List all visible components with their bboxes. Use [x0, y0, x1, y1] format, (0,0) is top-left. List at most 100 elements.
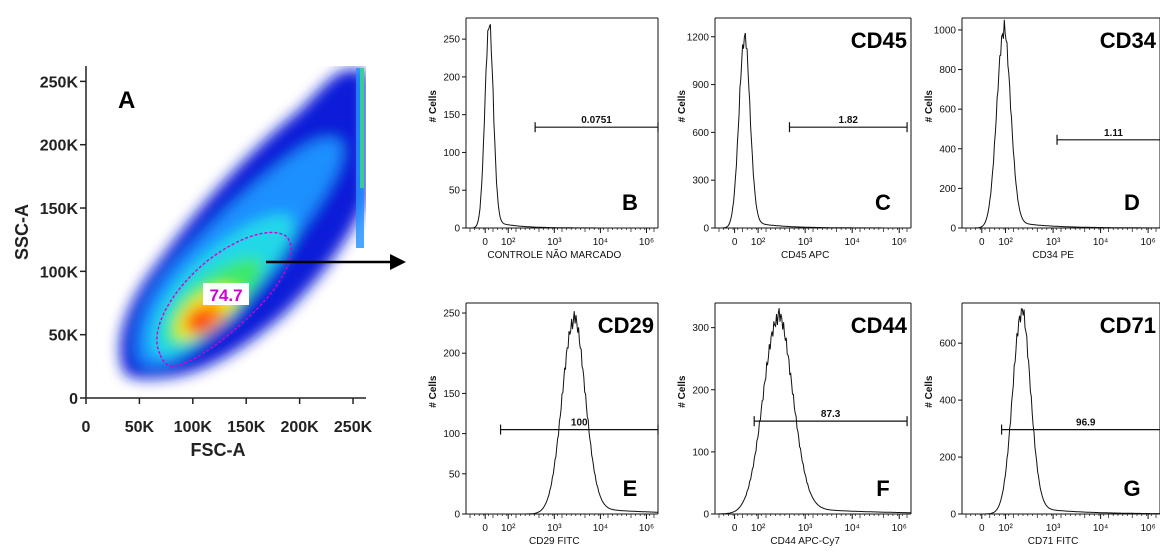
- y-tick-label: 50K: [49, 328, 79, 345]
- x-axis-title: CD29 FITC: [529, 536, 580, 547]
- y-tick-label: 50: [449, 469, 461, 480]
- y-tick-label: 600: [939, 339, 956, 350]
- density-band-core: [188, 312, 212, 332]
- y-tick-label: 100: [443, 148, 460, 159]
- y-tick-label: 200: [939, 184, 956, 195]
- x-axis-title: CD44 APC-Cy7: [770, 536, 840, 547]
- x-axis-title: FSC-A: [191, 440, 246, 460]
- histogram-curve: [466, 311, 658, 515]
- x-tick-label: 0: [482, 523, 488, 534]
- x-tick-label: 0: [732, 237, 738, 248]
- marker-label: CD34: [1100, 28, 1157, 53]
- y-tick-label: 300: [692, 176, 709, 187]
- x-ticks: 0 50K 100K 150K 200K 250K: [82, 398, 373, 436]
- x-tick-label: 10⁴: [844, 523, 859, 534]
- x-tick-label: 10⁴: [1093, 237, 1108, 248]
- histogram-panel-F: 0 100 200 300 0 10² 10³ 10⁴ 10⁶ CD44 APC-Cy7 # Cel…: [677, 302, 912, 547]
- histogram-curve: [466, 24, 658, 229]
- x-tick-label: 10⁶: [892, 237, 907, 248]
- x-tick-label: 10⁴: [593, 523, 608, 534]
- panel-letter: A: [118, 87, 135, 114]
- y-tick-label: 250: [443, 309, 460, 320]
- x-tick-label: 10³: [1046, 523, 1061, 534]
- y-tick-label: 150: [443, 110, 460, 121]
- histogram-curve: [715, 308, 911, 515]
- x-axis-title: CD34 PE: [1032, 250, 1074, 261]
- y-axis-title: # Cells: [924, 90, 935, 123]
- y-axis-title: # Cells: [924, 375, 935, 408]
- panel-letter: G: [1123, 476, 1140, 501]
- x-tick-label: 10²: [751, 237, 766, 248]
- y-tick-label: 100K: [40, 264, 79, 281]
- y-axis-title: # Cells: [428, 375, 439, 408]
- y-tick-label: 400: [939, 396, 956, 407]
- gate-percent-label: 96.9: [1076, 418, 1096, 429]
- x-axis-title: CONTROLE NÃO MARCADO: [487, 248, 621, 261]
- y-tick-label: 100: [692, 447, 709, 458]
- y-axis-title: # Cells: [677, 90, 688, 123]
- x-axis-title: CD45 APC: [781, 250, 829, 261]
- x-tick-label: 0: [82, 419, 91, 436]
- histogram-curve: [962, 19, 1160, 229]
- histogram-curve: [715, 32, 911, 229]
- x-tick-label: 10²: [998, 523, 1013, 534]
- y-tick-label: 0: [69, 391, 78, 408]
- y-tick-label: 0: [454, 510, 460, 521]
- y-tick-label: 200: [443, 72, 460, 83]
- marker-label: CD29: [598, 313, 654, 338]
- histogram-panel-B: 0 50 100 150 200 250 0 10² 10³ 10⁴ 10⁶ CONTROLE NÃO…: [428, 17, 659, 261]
- histogram-curve: [962, 308, 1160, 515]
- histogram-panels: 0 50 100 150 200 250 0 10² 10³ 10⁴ 10⁶ CONTROLE NÃO…: [428, 17, 1160, 547]
- y-axis-title: SSC-A: [12, 204, 32, 260]
- y-tick-label: 200K: [40, 138, 79, 155]
- x-tick-label: 0: [732, 523, 738, 534]
- histogram-panel-G: 0 200 400 600 0 10² 10³ 10⁴ 10⁶ CD71 FITC # Cells 9…: [924, 302, 1160, 547]
- y-tick-label: 150K: [40, 201, 79, 218]
- y-tick-label: 100: [443, 429, 460, 440]
- x-tick-label: 10²: [501, 523, 516, 534]
- x-axis-title: CD71 FITC: [1028, 536, 1079, 547]
- y-tick-label: 0: [950, 224, 956, 235]
- histogram-panel-E: 0 50 100 150 200 250 0 10² 10³ 10⁴ 10⁶ CD29 FITC # C…: [428, 302, 659, 547]
- y-tick-label: 1000: [934, 25, 957, 36]
- gate-label: 74.7: [209, 286, 242, 305]
- y-tick-label: 0: [703, 510, 709, 521]
- gate-ellipse: [156, 231, 292, 367]
- x-tick-label: 10⁴: [593, 237, 608, 248]
- y-tick-label: 800: [939, 65, 956, 76]
- x-tick-label: 100K: [174, 419, 213, 436]
- x-tick-label: 10⁶: [892, 523, 907, 534]
- x-tick-label: 10⁶: [1140, 523, 1155, 534]
- panel-letter: B: [622, 190, 638, 215]
- panel-letter: E: [623, 476, 638, 501]
- x-tick-label: 0: [979, 237, 985, 248]
- y-tick-label: 0: [454, 224, 460, 235]
- x-tick-label: 10²: [998, 237, 1013, 248]
- y-tick-label: 0: [703, 224, 709, 235]
- y-tick-label: 250K: [40, 74, 79, 91]
- marker-label: CD44: [851, 313, 908, 338]
- gate-arrow: [266, 254, 406, 270]
- y-tick-label: 1200: [687, 32, 710, 43]
- scatter-density-panel-A: 74.7 0 50K 100K 150K 200K 250K 0 50K 100K 150K 20…: [12, 66, 373, 460]
- gate-percent-label: 87.3: [821, 409, 841, 420]
- y-tick-label: 300: [692, 323, 709, 334]
- x-tick-label: 200K: [280, 419, 319, 436]
- y-tick-label: 900: [692, 80, 709, 91]
- x-tick-label: 0: [979, 523, 985, 534]
- x-tick-label: 10³: [798, 523, 813, 534]
- gate-percent-label: 1.11: [1104, 128, 1123, 139]
- x-tick-label: 10⁶: [639, 237, 654, 248]
- y-tick-label: 200: [692, 385, 709, 396]
- y-tick-label: 600: [939, 105, 956, 116]
- panel-letter: D: [1124, 190, 1140, 215]
- histogram-panel-C: 0 300 600 900 1200 0 10² 10³ 10⁴ 10⁶ CD45 APC # Cel…: [677, 17, 912, 261]
- density-edge-streaks: [356, 68, 364, 248]
- x-tick-label: 150K: [227, 419, 266, 436]
- y-tick-label: 50: [449, 186, 461, 197]
- x-tick-label: 10³: [1046, 237, 1061, 248]
- x-tick-label: 10³: [547, 523, 562, 534]
- x-tick-label: 10²: [501, 237, 516, 248]
- histogram-panel-D: 0 200 400 600 800 1000 0 10² 10³ 10⁴ 10⁶ CD34 PE # C…: [924, 17, 1160, 261]
